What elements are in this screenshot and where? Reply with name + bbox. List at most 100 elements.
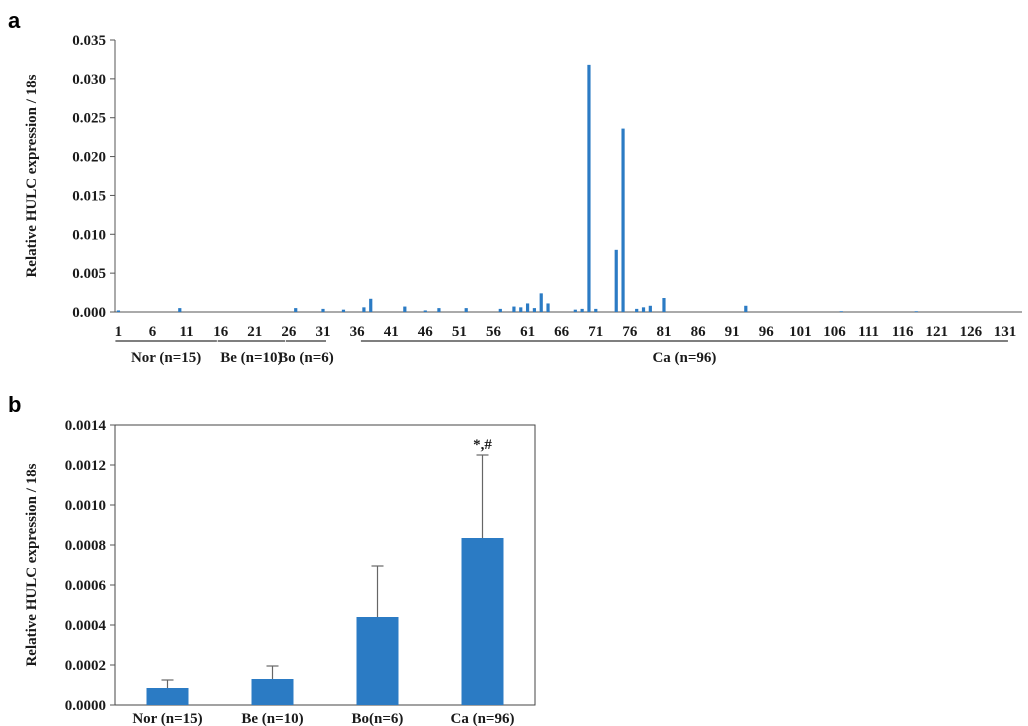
panel-b-y-tick-label: 0.0014 bbox=[65, 418, 107, 434]
panel-a-y-axis-label: Relative HULC expression / 18s bbox=[24, 74, 40, 277]
panel-a-x-tick-label: 66 bbox=[554, 324, 570, 340]
panel-a-bar bbox=[546, 303, 550, 312]
panel-a-x-tick-label: 6 bbox=[149, 324, 157, 340]
panel-a-x-tick-label: 16 bbox=[213, 324, 229, 340]
panel-a-group-label: Bo (n=6) bbox=[278, 350, 334, 366]
panel-a-y-tick-label: 0.000 bbox=[72, 305, 106, 321]
panel-a-bar bbox=[437, 308, 441, 312]
panel-a-x-tick-label: 116 bbox=[892, 324, 914, 340]
panel-b-y-tick-label: 0.0006 bbox=[65, 578, 107, 594]
panel-a-x-tick-label: 46 bbox=[418, 324, 434, 340]
panel-a-x-tick-label: 111 bbox=[858, 324, 879, 340]
panel-a-x-tick-label: 56 bbox=[486, 324, 502, 340]
panel-a-bar bbox=[498, 308, 502, 312]
panel-a-y-tick-label: 0.035 bbox=[72, 33, 106, 49]
panel-a-x-tick-label: 81 bbox=[656, 324, 671, 340]
panel-a-bar bbox=[403, 306, 407, 312]
panel-a-x-tick-label: 76 bbox=[622, 324, 638, 340]
panel-a-bar bbox=[635, 308, 639, 312]
panel-b-x-tick-label: Bo(n=6) bbox=[352, 711, 404, 726]
panel-a-bar bbox=[362, 307, 366, 312]
panel-a-x-tick-label: 21 bbox=[247, 324, 262, 340]
panel-a-y-tick-label: 0.020 bbox=[72, 150, 106, 166]
panel-a-bar bbox=[914, 311, 918, 312]
panel-a-x-tick-label: 61 bbox=[520, 324, 535, 340]
panel-a-y-tick-label: 0.010 bbox=[72, 227, 106, 243]
panel-a-bar bbox=[294, 308, 298, 312]
panel-a-y-tick-label: 0.005 bbox=[72, 266, 106, 282]
panel-a-x-tick-label: 51 bbox=[452, 324, 467, 340]
panel-b-bar bbox=[146, 688, 189, 705]
panel-a-bar bbox=[539, 293, 543, 312]
panel-a-x-tick-label: 41 bbox=[384, 324, 399, 340]
panel-a-bar bbox=[621, 128, 625, 312]
panel-a-x-tick-label: 71 bbox=[588, 324, 603, 340]
panel-b-chart: Relative HULC expression / 18s 0.00000.0… bbox=[24, 418, 536, 726]
panel-a-bar bbox=[573, 309, 577, 312]
panel-b-y-tick-label: 0.0002 bbox=[65, 658, 106, 674]
panel-a-bar bbox=[587, 64, 591, 313]
panel-a-bar bbox=[321, 308, 325, 312]
panel-a-x-tick-label: 36 bbox=[350, 324, 366, 340]
panel-b-letter: b bbox=[8, 392, 21, 417]
panel-b-y-tick-label: 0.0010 bbox=[65, 498, 106, 514]
panel-a-x-tick-label: 96 bbox=[759, 324, 775, 340]
panel-a-chart: Relative HULC expression / 18s 0.000 0.00… bbox=[24, 33, 1022, 366]
panel-a-bar bbox=[839, 311, 843, 312]
panel-a-bar bbox=[594, 308, 598, 312]
panel-a-bar bbox=[178, 308, 182, 312]
panel-b-bar bbox=[461, 538, 504, 705]
panel-a-bar bbox=[341, 309, 346, 312]
panel-a-y-ticks: 0.000 0.005 0.010 0.015 0.020 0.025 0.030 0.035 bbox=[72, 33, 115, 321]
panel-b-bars: *,# bbox=[146, 437, 504, 705]
panel-a-bar bbox=[525, 303, 530, 312]
panel-b-y-tick-label: 0.0000 bbox=[65, 698, 106, 714]
panel-a-x-tick-label: 1 bbox=[115, 324, 123, 340]
panel-a-x-tick-label: 26 bbox=[281, 324, 297, 340]
panel-a-bar bbox=[744, 305, 748, 312]
panel-a-x-tick-label: 106 bbox=[823, 324, 846, 340]
panel-a-y-tick-label: 0.030 bbox=[72, 72, 106, 88]
panel-a-x-tick-label: 131 bbox=[994, 324, 1017, 340]
panel-a-x-tick-label: 86 bbox=[691, 324, 707, 340]
panel-a-bar bbox=[369, 298, 373, 312]
panel-b-x-tick-label: Be (n=10) bbox=[241, 711, 303, 726]
panel-a-group-labels: Nor (n=15) Be (n=10)Bo (n=6) Ca (n=96) bbox=[115, 340, 1008, 366]
panel-a-x-tick-label: 91 bbox=[725, 324, 740, 340]
panel-a-bar bbox=[116, 310, 121, 312]
panel-a-x-tick-label: 126 bbox=[960, 324, 983, 340]
panel-a-group-label: Be (n=10) bbox=[220, 350, 282, 366]
panel-a-bar bbox=[648, 305, 652, 312]
panel-b-x-ticks: Nor (n=15) Be (n=10) Bo(n=6) Ca (n=96) bbox=[132, 711, 514, 726]
panel-a-bars bbox=[116, 64, 918, 313]
panel-a-x-tick-label: 121 bbox=[926, 324, 949, 340]
panel-a-group-label: Ca (n=96) bbox=[652, 350, 716, 366]
panel-a-bar bbox=[641, 307, 646, 312]
panel-b-significance-annotation: *,# bbox=[473, 437, 492, 453]
panel-b-y-tick-label: 0.0004 bbox=[65, 618, 107, 634]
panel-a-letter: a bbox=[8, 8, 21, 33]
panel-b-bar bbox=[356, 617, 399, 705]
panel-b-y-ticks: 0.0000 0.0002 0.0004 0.0006 0.0008 0.0010 0.00… bbox=[65, 418, 115, 714]
panel-b-bar bbox=[251, 679, 294, 705]
panel-a-bar bbox=[662, 298, 666, 312]
panel-a-x-tick-label: 101 bbox=[789, 324, 812, 340]
panel-a-x-tick-label: 31 bbox=[315, 324, 330, 340]
panel-a-bar bbox=[614, 249, 618, 312]
panel-a-x-ticks: 1 6 11 16 21 26 31 36 41 46 51 56 61 66 71 76 81 86 91 96 10… bbox=[115, 324, 1017, 340]
panel-a-y-tick-label: 0.025 bbox=[72, 111, 106, 127]
panel-a-bar bbox=[512, 306, 516, 312]
panel-a-bar bbox=[464, 308, 468, 312]
panel-a-bar bbox=[532, 308, 537, 312]
panel-a-bar bbox=[423, 310, 427, 312]
panel-b-y-tick-label: 0.0008 bbox=[65, 538, 106, 554]
panel-a-group-label: Nor (n=15) bbox=[131, 350, 201, 366]
panel-a-bar bbox=[580, 308, 584, 312]
panel-b-x-tick-label: Ca (n=96) bbox=[451, 711, 515, 726]
panel-a-bar bbox=[519, 307, 523, 312]
panel-a-x-tick-label: 11 bbox=[180, 324, 194, 340]
panel-b-frame bbox=[114, 424, 536, 706]
panel-b-y-tick-label: 0.0012 bbox=[65, 458, 106, 474]
panel-b-x-tick-label: Nor (n=15) bbox=[132, 711, 202, 726]
